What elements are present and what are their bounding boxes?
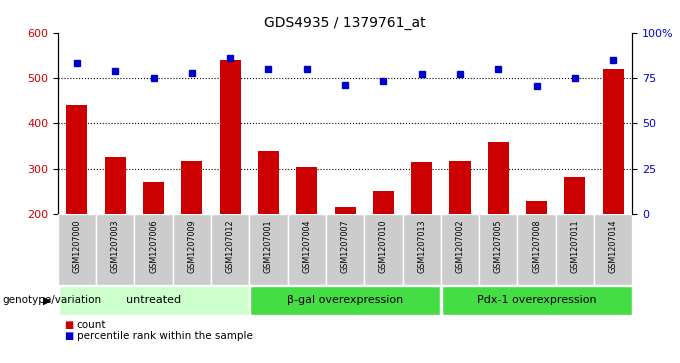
Bar — [411, 162, 432, 214]
Text: β-gal overexpression: β-gal overexpression — [287, 295, 403, 305]
Bar — [211, 214, 250, 285]
Bar — [449, 160, 471, 214]
Text: count: count — [77, 320, 106, 330]
Bar — [58, 214, 96, 285]
Text: percentile rank within the sample: percentile rank within the sample — [77, 331, 253, 341]
Bar — [594, 214, 632, 285]
Text: GSM1207005: GSM1207005 — [494, 220, 503, 273]
Title: GDS4935 / 1379761_at: GDS4935 / 1379761_at — [265, 16, 426, 30]
Bar — [182, 160, 203, 214]
Text: GSM1207003: GSM1207003 — [111, 220, 120, 273]
Bar — [96, 214, 135, 285]
Bar — [288, 214, 326, 285]
Text: GSM1207002: GSM1207002 — [456, 220, 464, 273]
Text: GSM1207008: GSM1207008 — [532, 220, 541, 273]
Text: untreated: untreated — [126, 295, 181, 305]
Bar — [564, 177, 585, 214]
Bar — [373, 191, 394, 214]
Bar — [296, 167, 318, 214]
Bar — [143, 182, 164, 214]
Bar — [135, 214, 173, 285]
Bar — [105, 158, 126, 214]
Text: GSM1207010: GSM1207010 — [379, 220, 388, 273]
Text: GSM1207014: GSM1207014 — [609, 220, 617, 273]
Bar — [258, 151, 279, 214]
Bar — [58, 286, 249, 315]
Bar — [488, 142, 509, 214]
Bar — [250, 286, 440, 315]
Bar — [220, 60, 241, 214]
Bar — [441, 286, 632, 315]
Text: GSM1207004: GSM1207004 — [303, 220, 311, 273]
Text: GSM1207011: GSM1207011 — [571, 220, 579, 273]
Bar — [326, 214, 364, 285]
Bar — [364, 214, 403, 285]
Bar — [441, 214, 479, 285]
Text: GSM1207009: GSM1207009 — [188, 220, 197, 273]
Text: GSM1207006: GSM1207006 — [149, 220, 158, 273]
Text: GSM1207013: GSM1207013 — [418, 220, 426, 273]
Bar — [517, 214, 556, 285]
Text: genotype/variation: genotype/variation — [2, 295, 101, 305]
Bar — [403, 214, 441, 285]
Bar — [556, 214, 594, 285]
Bar — [173, 214, 211, 285]
Bar — [526, 201, 547, 214]
Text: GSM1207012: GSM1207012 — [226, 220, 235, 273]
Text: GSM1207001: GSM1207001 — [264, 220, 273, 273]
Bar — [335, 207, 356, 214]
Bar — [602, 69, 624, 214]
Text: ■: ■ — [65, 320, 74, 330]
Bar — [250, 214, 288, 285]
Text: ■: ■ — [65, 331, 74, 341]
Bar — [479, 214, 517, 285]
Text: GSM1207007: GSM1207007 — [341, 220, 350, 273]
Text: Pdx-1 overexpression: Pdx-1 overexpression — [477, 295, 596, 305]
Text: GSM1207000: GSM1207000 — [73, 220, 82, 273]
Text: ▶: ▶ — [43, 295, 52, 305]
Bar — [67, 105, 88, 214]
